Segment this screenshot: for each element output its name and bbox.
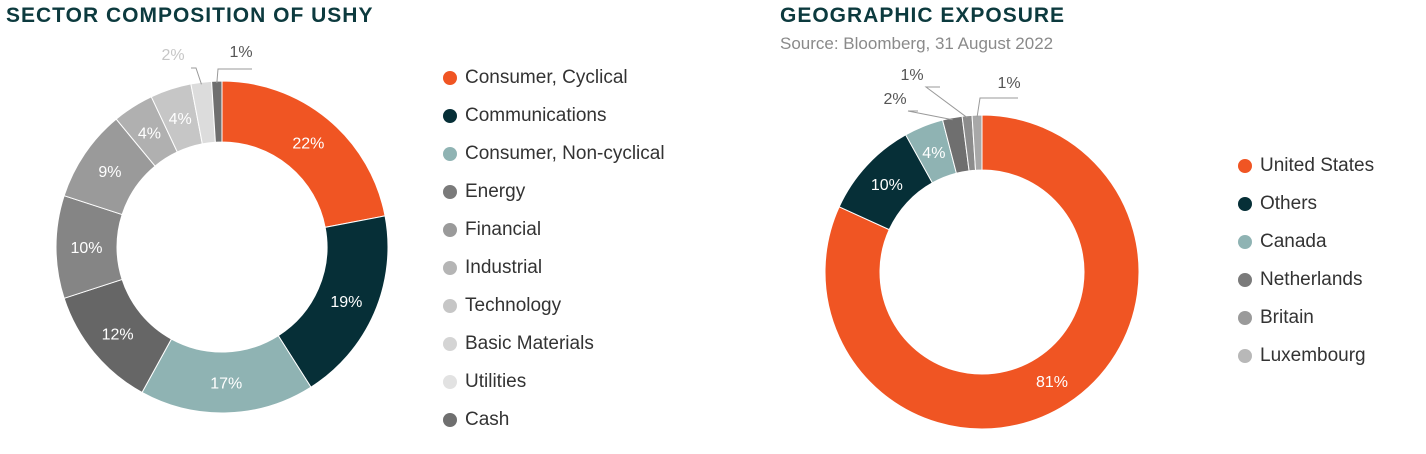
sector-legend: Consumer, Cyclical Communications Consumer… (443, 59, 665, 439)
legend-label: Others (1260, 193, 1318, 214)
slice-luxembourg (971, 114, 983, 171)
data-label-communications: 19% (330, 294, 362, 311)
legend-swatch (1238, 311, 1252, 325)
legend-item-cash: Cash (443, 401, 665, 439)
legend-swatch (443, 185, 457, 199)
data-label-united-states: 81% (1036, 374, 1068, 391)
legend-label: Luxembourg (1260, 345, 1366, 366)
legend-swatch (1238, 159, 1252, 173)
legend-swatch (443, 223, 457, 237)
legend-item-communications: Communications (443, 97, 665, 135)
data-label-luxembourg: 1% (997, 75, 1020, 92)
sector-chart-title: SECTOR COMPOSITION OF USHY (6, 4, 374, 27)
legend-label: Consumer, Non-cyclical (465, 143, 665, 164)
data-label-industrial: 9% (98, 164, 121, 181)
legend-item-britain: Britain (1238, 299, 1374, 337)
geo-donut-chart: 81% 10% 4% 2% 1% 1% (824, 67, 1140, 430)
legend-item-industrial: Industrial (443, 249, 665, 287)
legend-label: Technology (465, 295, 562, 316)
legend-item-consumer-cyclical: Consumer, Cyclical (443, 59, 665, 97)
data-label-energy: 12% (102, 326, 134, 343)
data-label-others: 10% (871, 177, 903, 194)
sector-donut-chart: 22% 19% 17% 12% 10% 9% 4% 4% 2% 1% (55, 44, 389, 414)
data-label-consumer-cyclical: 22% (292, 136, 324, 153)
legend-item-technology: Technology (443, 287, 665, 325)
data-label-technology: 4% (138, 126, 161, 143)
legend-swatch (443, 299, 457, 313)
leader-line-luxembourg (976, 97, 1018, 118)
legend-swatch (443, 375, 457, 389)
legend-item-united-states: United States (1238, 147, 1374, 185)
data-label-netherlands: 2% (883, 91, 906, 108)
data-label-utilities: 2% (161, 47, 184, 64)
leader-line-britain (924, 86, 968, 119)
legend-label: Communications (465, 105, 607, 126)
legend-swatch (443, 261, 457, 275)
slice-consumer-cyclical (221, 80, 386, 228)
legend-item-financial: Financial (443, 211, 665, 249)
legend-label: Energy (465, 181, 526, 202)
legend-swatch (443, 147, 457, 161)
legend-label: Cash (465, 409, 510, 430)
data-label-financial: 10% (70, 240, 102, 257)
legend-swatch (1238, 197, 1252, 211)
legend-swatch (1238, 349, 1252, 363)
legend-item-basic-materials: Basic Materials (443, 325, 665, 363)
legend-swatch (443, 337, 457, 351)
legend-item-canada: Canada (1238, 223, 1374, 261)
leader-line-utilities (191, 67, 202, 85)
legend-item-netherlands: Netherlands (1238, 261, 1374, 299)
legend-swatch (443, 71, 457, 85)
legend-item-others: Others (1238, 185, 1374, 223)
legend-swatch (1238, 235, 1252, 249)
legend-label: Industrial (465, 257, 543, 278)
data-label-canada: 4% (922, 145, 945, 162)
data-label-consumer-non-cyclical: 17% (210, 375, 242, 392)
geo-legend: United States Others Canada Netherlands Brit… (1238, 147, 1374, 375)
slice-united-states (824, 114, 1140, 430)
legend-label: United States (1260, 155, 1375, 176)
legend-item-energy: Energy (443, 173, 665, 211)
data-label-basic-materials: 4% (169, 111, 192, 128)
legend-label: Consumer, Cyclical (465, 67, 628, 88)
geo-chart-title: GEOGRAPHIC EXPOSURE (780, 4, 1066, 27)
geo-chart-source: Source: Bloomberg, 31 August 2022 (780, 34, 1054, 53)
legend-label: Canada (1260, 231, 1327, 252)
leader-line-cash (216, 68, 252, 84)
legend-swatch (443, 109, 457, 123)
data-label-britain: 1% (900, 67, 923, 84)
legend-label: Basic Materials (465, 333, 594, 354)
legend-label: Netherlands (1260, 269, 1363, 290)
legend-swatch (1238, 273, 1252, 287)
legend-item-luxembourg: Luxembourg (1238, 337, 1374, 375)
legend-item-utilities: Utilities (443, 363, 665, 401)
legend-item-consumer-non-cyclical: Consumer, Non-cyclical (443, 135, 665, 173)
leader-line-netherlands (907, 110, 953, 121)
legend-swatch (443, 413, 457, 427)
data-label-cash: 1% (229, 44, 252, 61)
slice-cash (211, 80, 223, 143)
legend-label: Financial (465, 219, 542, 240)
legend-label: Utilities (465, 371, 527, 392)
legend-label: Britain (1260, 307, 1314, 328)
